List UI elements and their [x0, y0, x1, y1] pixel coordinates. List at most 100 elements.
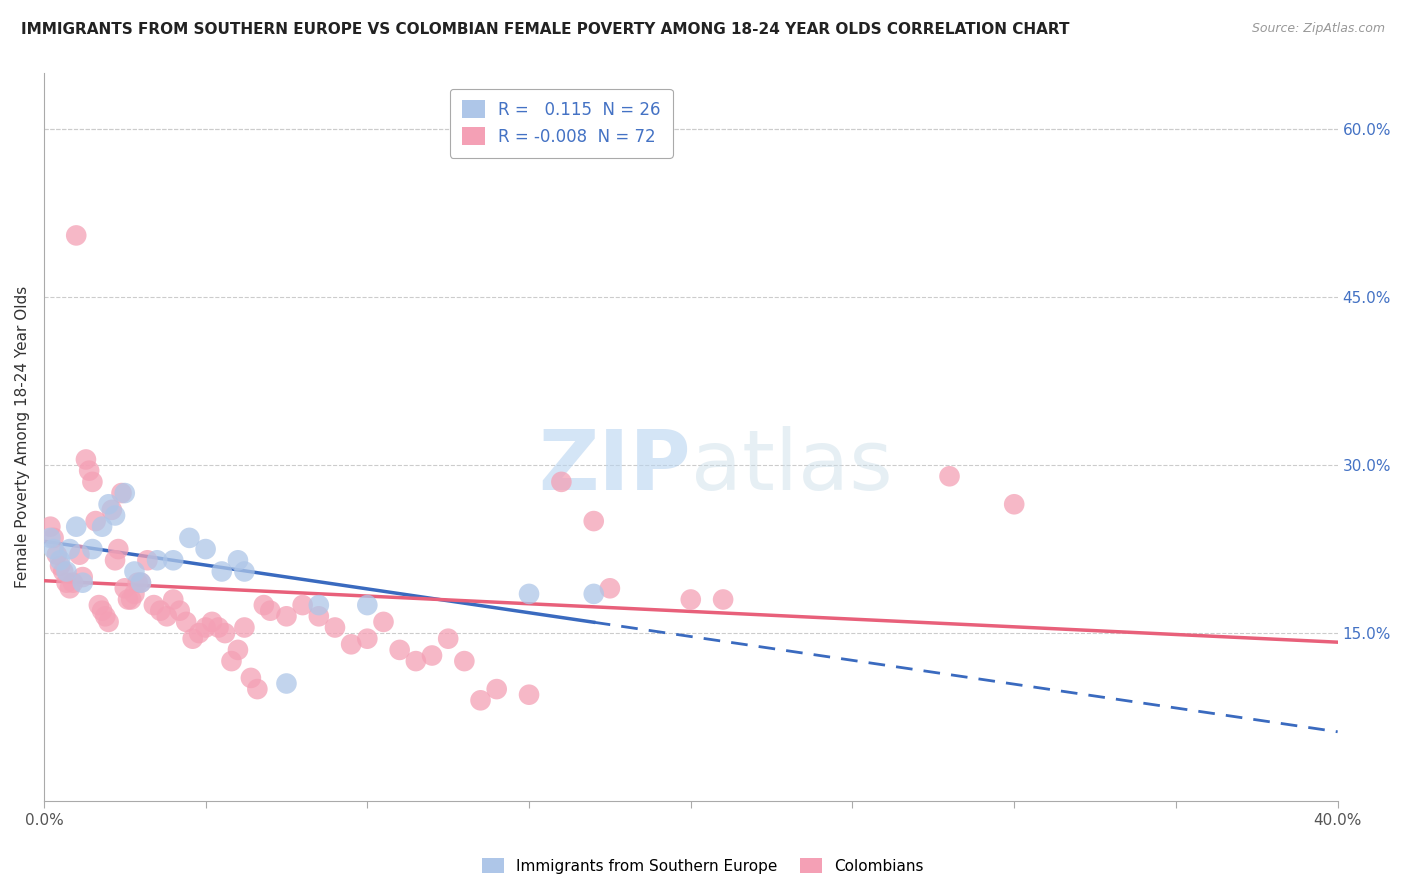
- Point: [226, 643, 249, 657]
- Point: [246, 682, 269, 697]
- Point: [129, 575, 152, 590]
- Point: [582, 587, 605, 601]
- Text: Source: ZipAtlas.com: Source: ZipAtlas.com: [1251, 22, 1385, 36]
- Point: [72, 575, 94, 590]
- Point: [59, 542, 82, 557]
- Legend: Immigrants from Southern Europe, Colombians: Immigrants from Southern Europe, Colombi…: [477, 852, 929, 880]
- Point: [114, 486, 136, 500]
- Point: [194, 620, 217, 634]
- Point: [162, 553, 184, 567]
- Point: [194, 542, 217, 557]
- Point: [117, 592, 139, 607]
- Point: [162, 592, 184, 607]
- Point: [599, 582, 621, 596]
- Point: [239, 671, 262, 685]
- Point: [77, 464, 100, 478]
- Point: [75, 452, 97, 467]
- Point: [221, 654, 243, 668]
- Point: [373, 615, 395, 629]
- Point: [356, 632, 378, 646]
- Point: [104, 508, 127, 523]
- Point: [120, 592, 142, 607]
- Point: [39, 531, 62, 545]
- Point: [72, 570, 94, 584]
- Point: [110, 486, 132, 500]
- Point: [94, 609, 117, 624]
- Point: [356, 598, 378, 612]
- Legend: R =   0.115  N = 26, R = -0.008  N = 72: R = 0.115 N = 26, R = -0.008 N = 72: [450, 88, 672, 158]
- Point: [49, 553, 72, 567]
- Point: [233, 565, 256, 579]
- Point: [1002, 497, 1025, 511]
- Point: [405, 654, 427, 668]
- Point: [550, 475, 572, 489]
- Point: [174, 615, 197, 629]
- Point: [39, 519, 62, 533]
- Point: [207, 620, 229, 634]
- Point: [340, 637, 363, 651]
- Point: [97, 615, 120, 629]
- Point: [149, 604, 172, 618]
- Point: [91, 519, 114, 533]
- Point: [259, 604, 281, 618]
- Point: [142, 598, 165, 612]
- Y-axis label: Female Poverty Among 18-24 Year Olds: Female Poverty Among 18-24 Year Olds: [15, 286, 30, 588]
- Point: [42, 542, 65, 557]
- Point: [42, 531, 65, 545]
- Point: [253, 598, 276, 612]
- Point: [129, 575, 152, 590]
- Point: [276, 676, 298, 690]
- Point: [517, 587, 540, 601]
- Point: [136, 553, 159, 567]
- Point: [233, 620, 256, 634]
- Point: [181, 632, 204, 646]
- Point: [101, 503, 124, 517]
- Point: [107, 542, 129, 557]
- Point: [179, 531, 201, 545]
- Point: [711, 592, 734, 607]
- Point: [45, 548, 67, 562]
- Point: [82, 475, 104, 489]
- Point: [55, 575, 77, 590]
- Point: [65, 228, 87, 243]
- Point: [82, 542, 104, 557]
- Point: [420, 648, 443, 663]
- Point: [291, 598, 314, 612]
- Point: [124, 565, 146, 579]
- Point: [169, 604, 191, 618]
- Point: [97, 497, 120, 511]
- Point: [156, 609, 179, 624]
- Point: [84, 514, 107, 528]
- Point: [69, 548, 91, 562]
- Point: [104, 553, 127, 567]
- Point: [437, 632, 460, 646]
- Point: [679, 592, 702, 607]
- Point: [52, 565, 75, 579]
- Point: [470, 693, 492, 707]
- Point: [485, 682, 508, 697]
- Point: [276, 609, 298, 624]
- Point: [59, 582, 82, 596]
- Point: [114, 582, 136, 596]
- Point: [49, 558, 72, 573]
- Text: IMMIGRANTS FROM SOUTHERN EUROPE VS COLOMBIAN FEMALE POVERTY AMONG 18-24 YEAR OLD: IMMIGRANTS FROM SOUTHERN EUROPE VS COLOM…: [21, 22, 1070, 37]
- Point: [87, 598, 110, 612]
- Point: [55, 565, 77, 579]
- Text: ZIP: ZIP: [538, 425, 690, 507]
- Point: [323, 620, 346, 634]
- Point: [517, 688, 540, 702]
- Point: [91, 604, 114, 618]
- Point: [124, 587, 146, 601]
- Point: [938, 469, 960, 483]
- Point: [308, 609, 330, 624]
- Point: [226, 553, 249, 567]
- Point: [582, 514, 605, 528]
- Point: [127, 575, 149, 590]
- Point: [211, 565, 233, 579]
- Point: [308, 598, 330, 612]
- Point: [146, 553, 169, 567]
- Point: [62, 575, 84, 590]
- Point: [453, 654, 475, 668]
- Point: [214, 626, 236, 640]
- Point: [188, 626, 211, 640]
